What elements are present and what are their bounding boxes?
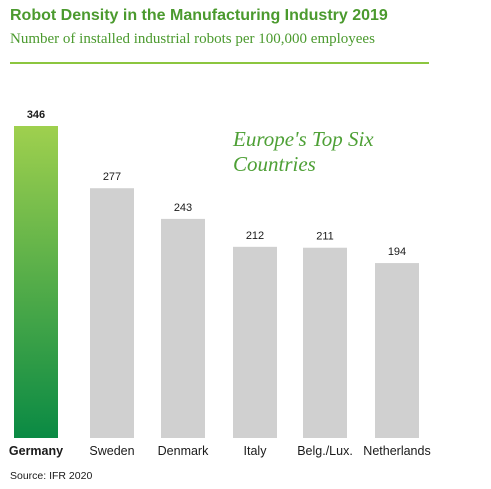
annotation-line-2: Countries bbox=[233, 152, 316, 176]
value-label-italy: 212 bbox=[246, 230, 264, 242]
category-label-germany: Germany bbox=[9, 444, 63, 458]
value-label-sweden: 277 bbox=[103, 171, 121, 183]
bar-germany bbox=[14, 126, 58, 438]
chart-annotation: Europe's Top Six Countries bbox=[233, 127, 374, 177]
category-label-italy: Italy bbox=[244, 444, 268, 458]
bar-sweden bbox=[90, 188, 134, 438]
value-label-netherlands: 194 bbox=[388, 246, 406, 258]
value-label-belg-lux: 211 bbox=[316, 231, 334, 243]
bar-denmark bbox=[161, 218, 205, 438]
bar-netherlands bbox=[375, 263, 419, 438]
bar-belg-lux bbox=[303, 247, 347, 438]
annotation-line-1: Europe's Top Six bbox=[233, 127, 374, 151]
value-label-denmark: 243 bbox=[174, 202, 192, 214]
chart-subtitle: Number of installed industrial robots pe… bbox=[10, 31, 375, 47]
category-label-netherlands: Netherlands bbox=[363, 444, 430, 458]
value-label-germany: 346 bbox=[27, 109, 45, 121]
category-label-denmark: Denmark bbox=[158, 444, 209, 458]
source-note: Source: IFR 2020 bbox=[10, 470, 93, 482]
category-label-belg-lux: Belg./Lux. bbox=[297, 444, 353, 458]
title-divider bbox=[10, 62, 429, 64]
bar-italy bbox=[233, 246, 277, 438]
chart-title: Robot Density in the Manufacturing Indus… bbox=[10, 7, 388, 24]
category-label-sweden: Sweden bbox=[89, 444, 134, 458]
